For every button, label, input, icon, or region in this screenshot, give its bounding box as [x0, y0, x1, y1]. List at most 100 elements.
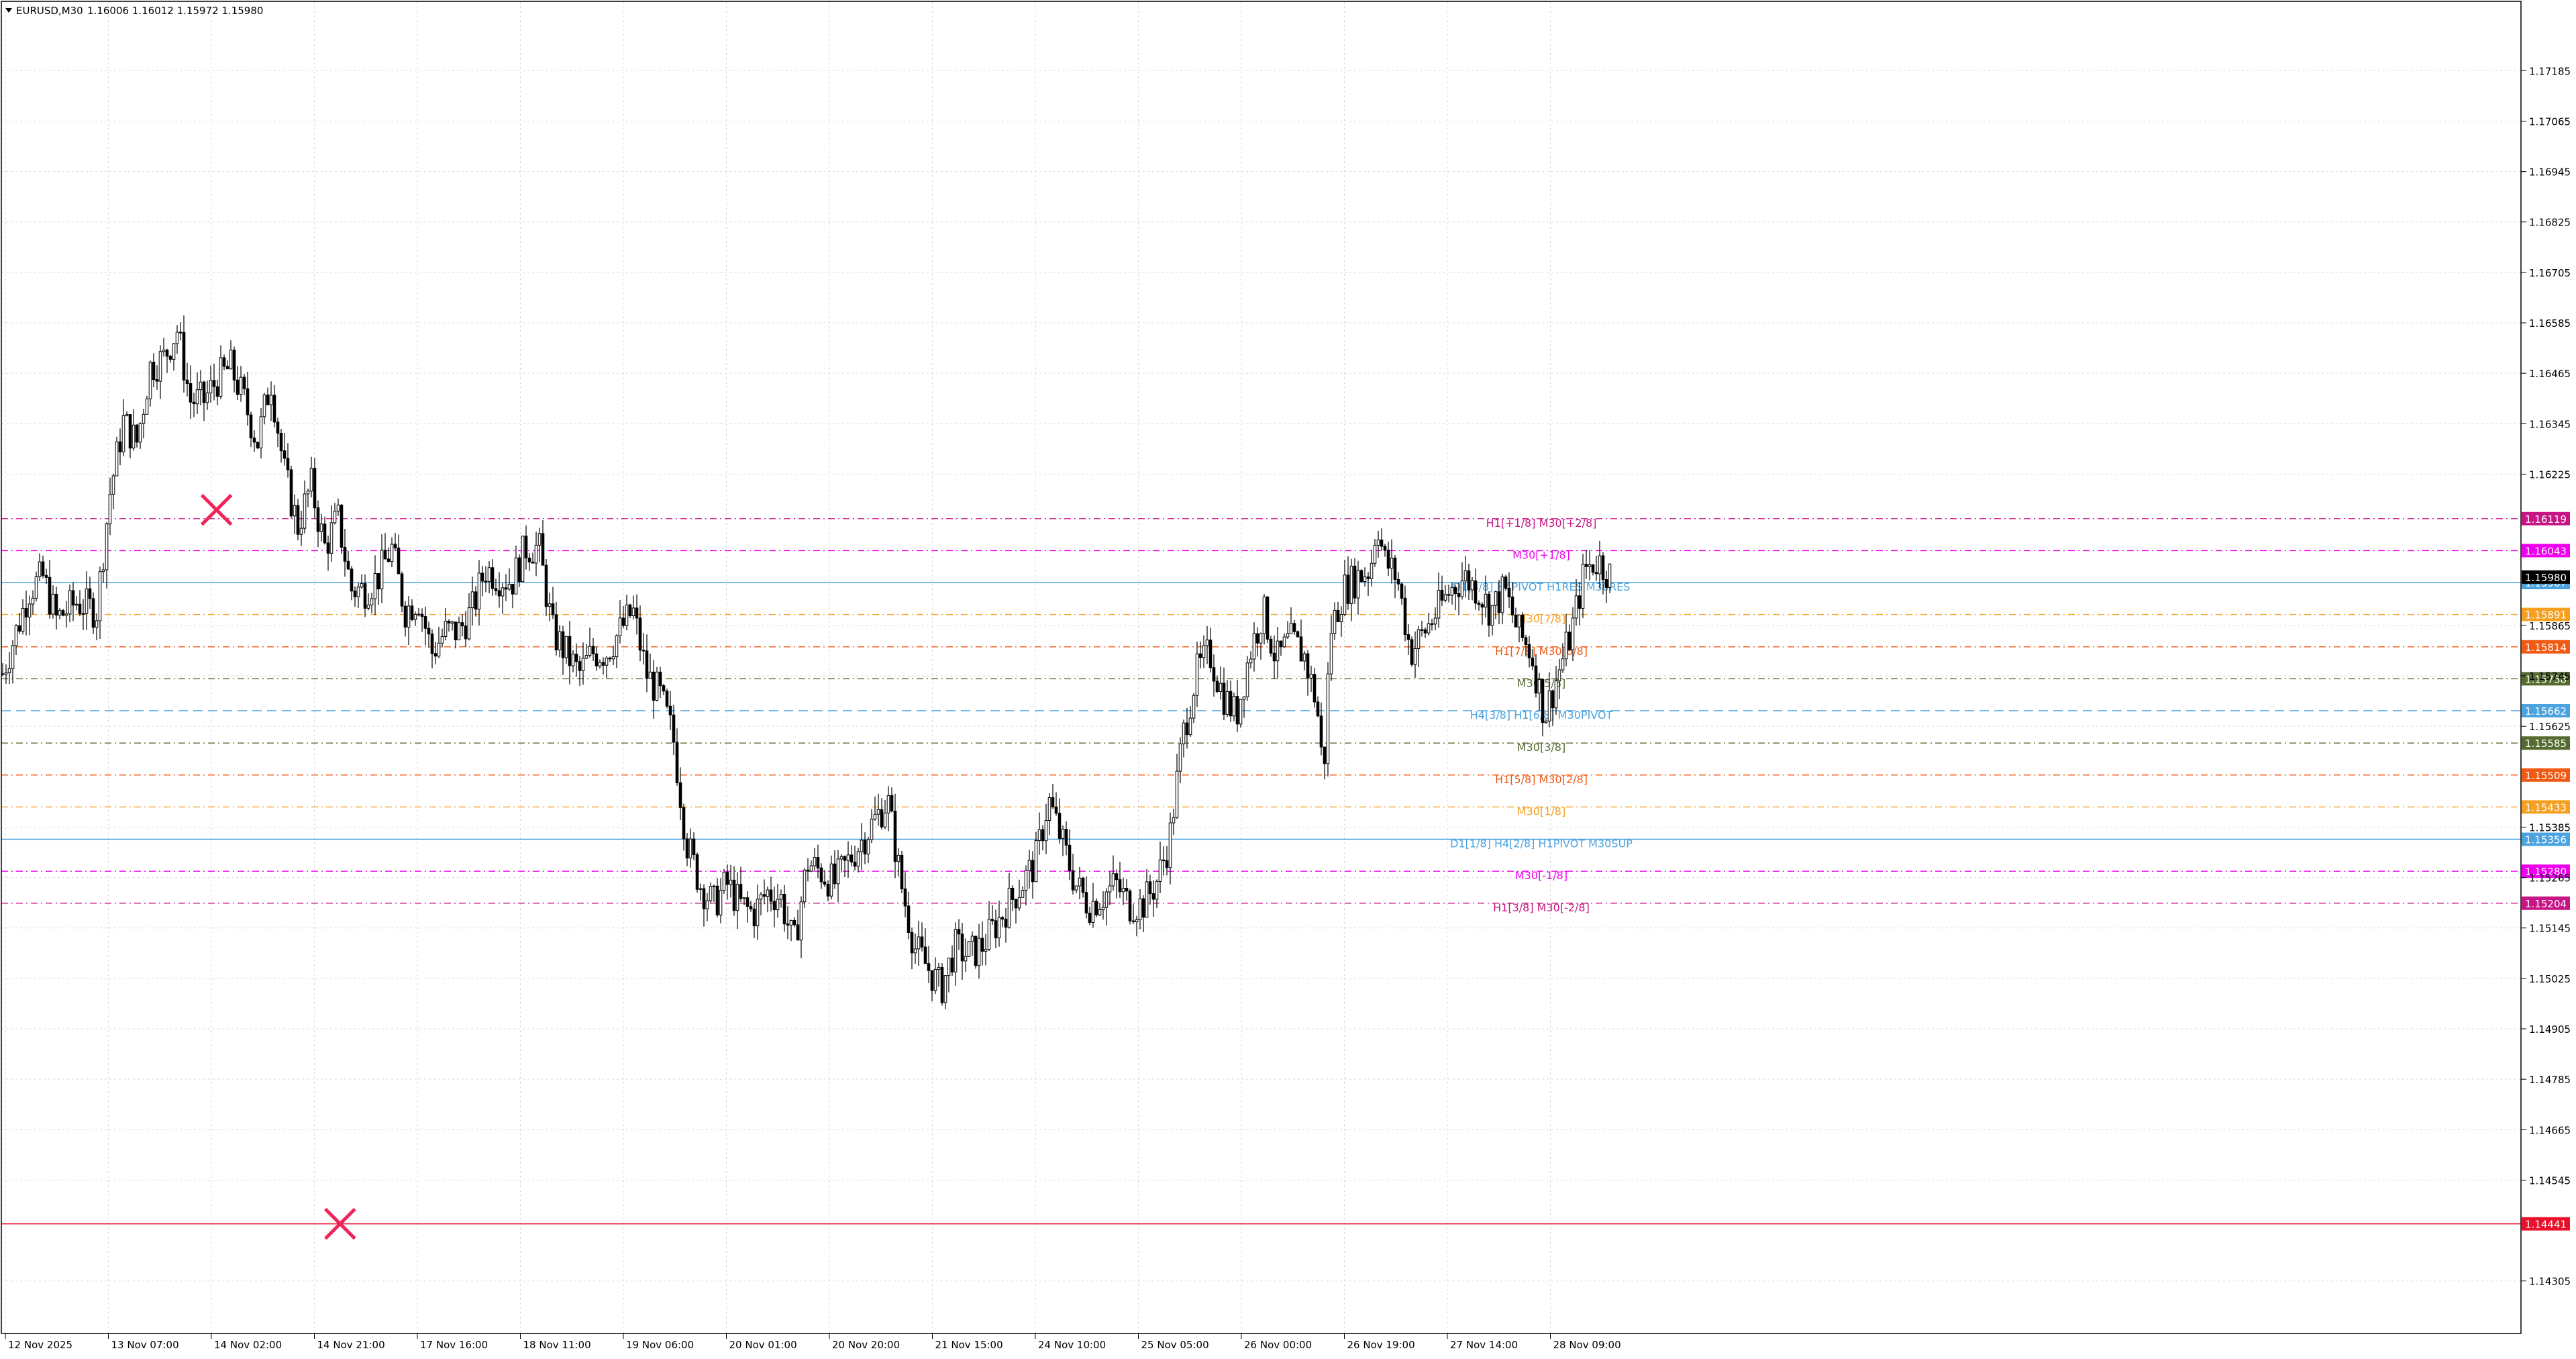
candle-body [1524, 637, 1528, 645]
candle-body [849, 854, 854, 863]
candle-body [507, 584, 511, 590]
candle-body [1534, 665, 1538, 694]
candle-body [48, 576, 52, 615]
candle-body [81, 613, 85, 615]
candle-body [209, 380, 213, 394]
candle-body [1460, 581, 1464, 597]
price-tag-label: 1.15433 [2525, 801, 2567, 813]
candle-body [407, 605, 411, 627]
price-tag-label: 1.15509 [2525, 770, 2567, 782]
candle-body [662, 685, 666, 692]
candle-body [601, 662, 605, 666]
candle-body [58, 610, 62, 616]
candle-body [1037, 829, 1041, 842]
chart-header: EURUSD,M30 1.16006 1.16012 1.15972 1.159… [5, 5, 263, 17]
x-tick-label: 20 Nov 20:00 [832, 1339, 900, 1351]
candle-body [1339, 614, 1343, 623]
candle-body [1115, 873, 1119, 880]
candle-body [1004, 919, 1008, 928]
candle-body [615, 635, 619, 658]
price-tag-label: 1.15356 [2525, 834, 2567, 846]
candle-body [199, 381, 203, 391]
candle-body [1252, 633, 1256, 660]
candle-body [574, 654, 578, 662]
candle-body [313, 468, 317, 509]
candle-body [1356, 570, 1360, 599]
candle-body [14, 625, 18, 646]
candle-body [1547, 690, 1551, 721]
candle-body [645, 650, 649, 679]
candle-body [521, 536, 525, 583]
candle-body [249, 414, 253, 439]
candle-body [464, 625, 468, 640]
candle-body [336, 505, 340, 512]
candle-body [1413, 648, 1417, 665]
candle-body [866, 839, 870, 855]
candle-body [591, 646, 595, 654]
candle-body [460, 622, 464, 627]
candle-body [105, 523, 109, 570]
candle-body [1255, 633, 1259, 644]
candle-body [1017, 897, 1021, 909]
candle-body [1111, 873, 1115, 887]
candle-body [1084, 892, 1088, 914]
candle-body [631, 607, 635, 617]
x-tick-label: 24 Nov 10:00 [1038, 1339, 1106, 1351]
candle-body [1490, 605, 1494, 626]
candle-body [1239, 699, 1243, 725]
candle-body [863, 840, 867, 855]
candle-body [1064, 829, 1068, 846]
candle-body [44, 574, 48, 578]
candle-body [913, 948, 917, 954]
x-tick-label: 27 Nov 14:00 [1450, 1339, 1518, 1351]
price-tag [2522, 832, 2570, 846]
candle-body [1014, 899, 1018, 909]
x-tick-label: 21 Nov 15:00 [935, 1339, 1003, 1351]
candle-body [128, 414, 132, 449]
candle-body [1245, 662, 1249, 697]
candle-body [1380, 540, 1384, 547]
candle-body [306, 491, 310, 495]
price-tag [2522, 544, 2570, 558]
candle-body [943, 975, 947, 1003]
candle-body [803, 869, 807, 903]
candle-body [1517, 614, 1521, 627]
dropdown-triangle-icon[interactable] [5, 8, 12, 13]
candle-body [839, 856, 843, 860]
candle-body [1386, 550, 1390, 569]
candle-body [1128, 891, 1132, 921]
price-tag [2522, 736, 2570, 750]
candle-body [705, 900, 709, 909]
price-tag-label: 1.15280 [2525, 866, 2567, 878]
candle-body [960, 934, 964, 962]
candle-body [987, 919, 991, 950]
candle-body [423, 616, 427, 629]
candle-body [256, 442, 260, 449]
candle-body [1403, 597, 1407, 636]
candle-body [752, 908, 756, 927]
candle-body [1470, 580, 1474, 591]
price-tag-label: 1.15738 [2525, 673, 2567, 685]
candle-body [759, 894, 763, 900]
candle-body [1289, 623, 1293, 634]
price-tag-label: 1.15585 [2525, 738, 2567, 750]
candle-body [182, 332, 186, 381]
candle-body [1121, 887, 1125, 893]
candle-body [564, 636, 568, 658]
candle-body [1333, 609, 1337, 634]
candle-body [1198, 653, 1202, 658]
candle-body [621, 617, 625, 626]
candle-body [440, 636, 444, 644]
price-tag-label: 1.14441 [2525, 1219, 2567, 1231]
candle-body [578, 661, 582, 671]
x-tick-label: 25 Nov 05:00 [1141, 1339, 1209, 1351]
candle-body [276, 421, 280, 434]
candle-body [1047, 797, 1051, 821]
y-tick-label: 1.15145 [2529, 923, 2571, 935]
candle-body [17, 625, 21, 632]
y-tick-label: 1.15865 [2529, 620, 2571, 632]
y-tick-label: 1.16825 [2529, 217, 2571, 229]
candle-body [132, 424, 136, 449]
